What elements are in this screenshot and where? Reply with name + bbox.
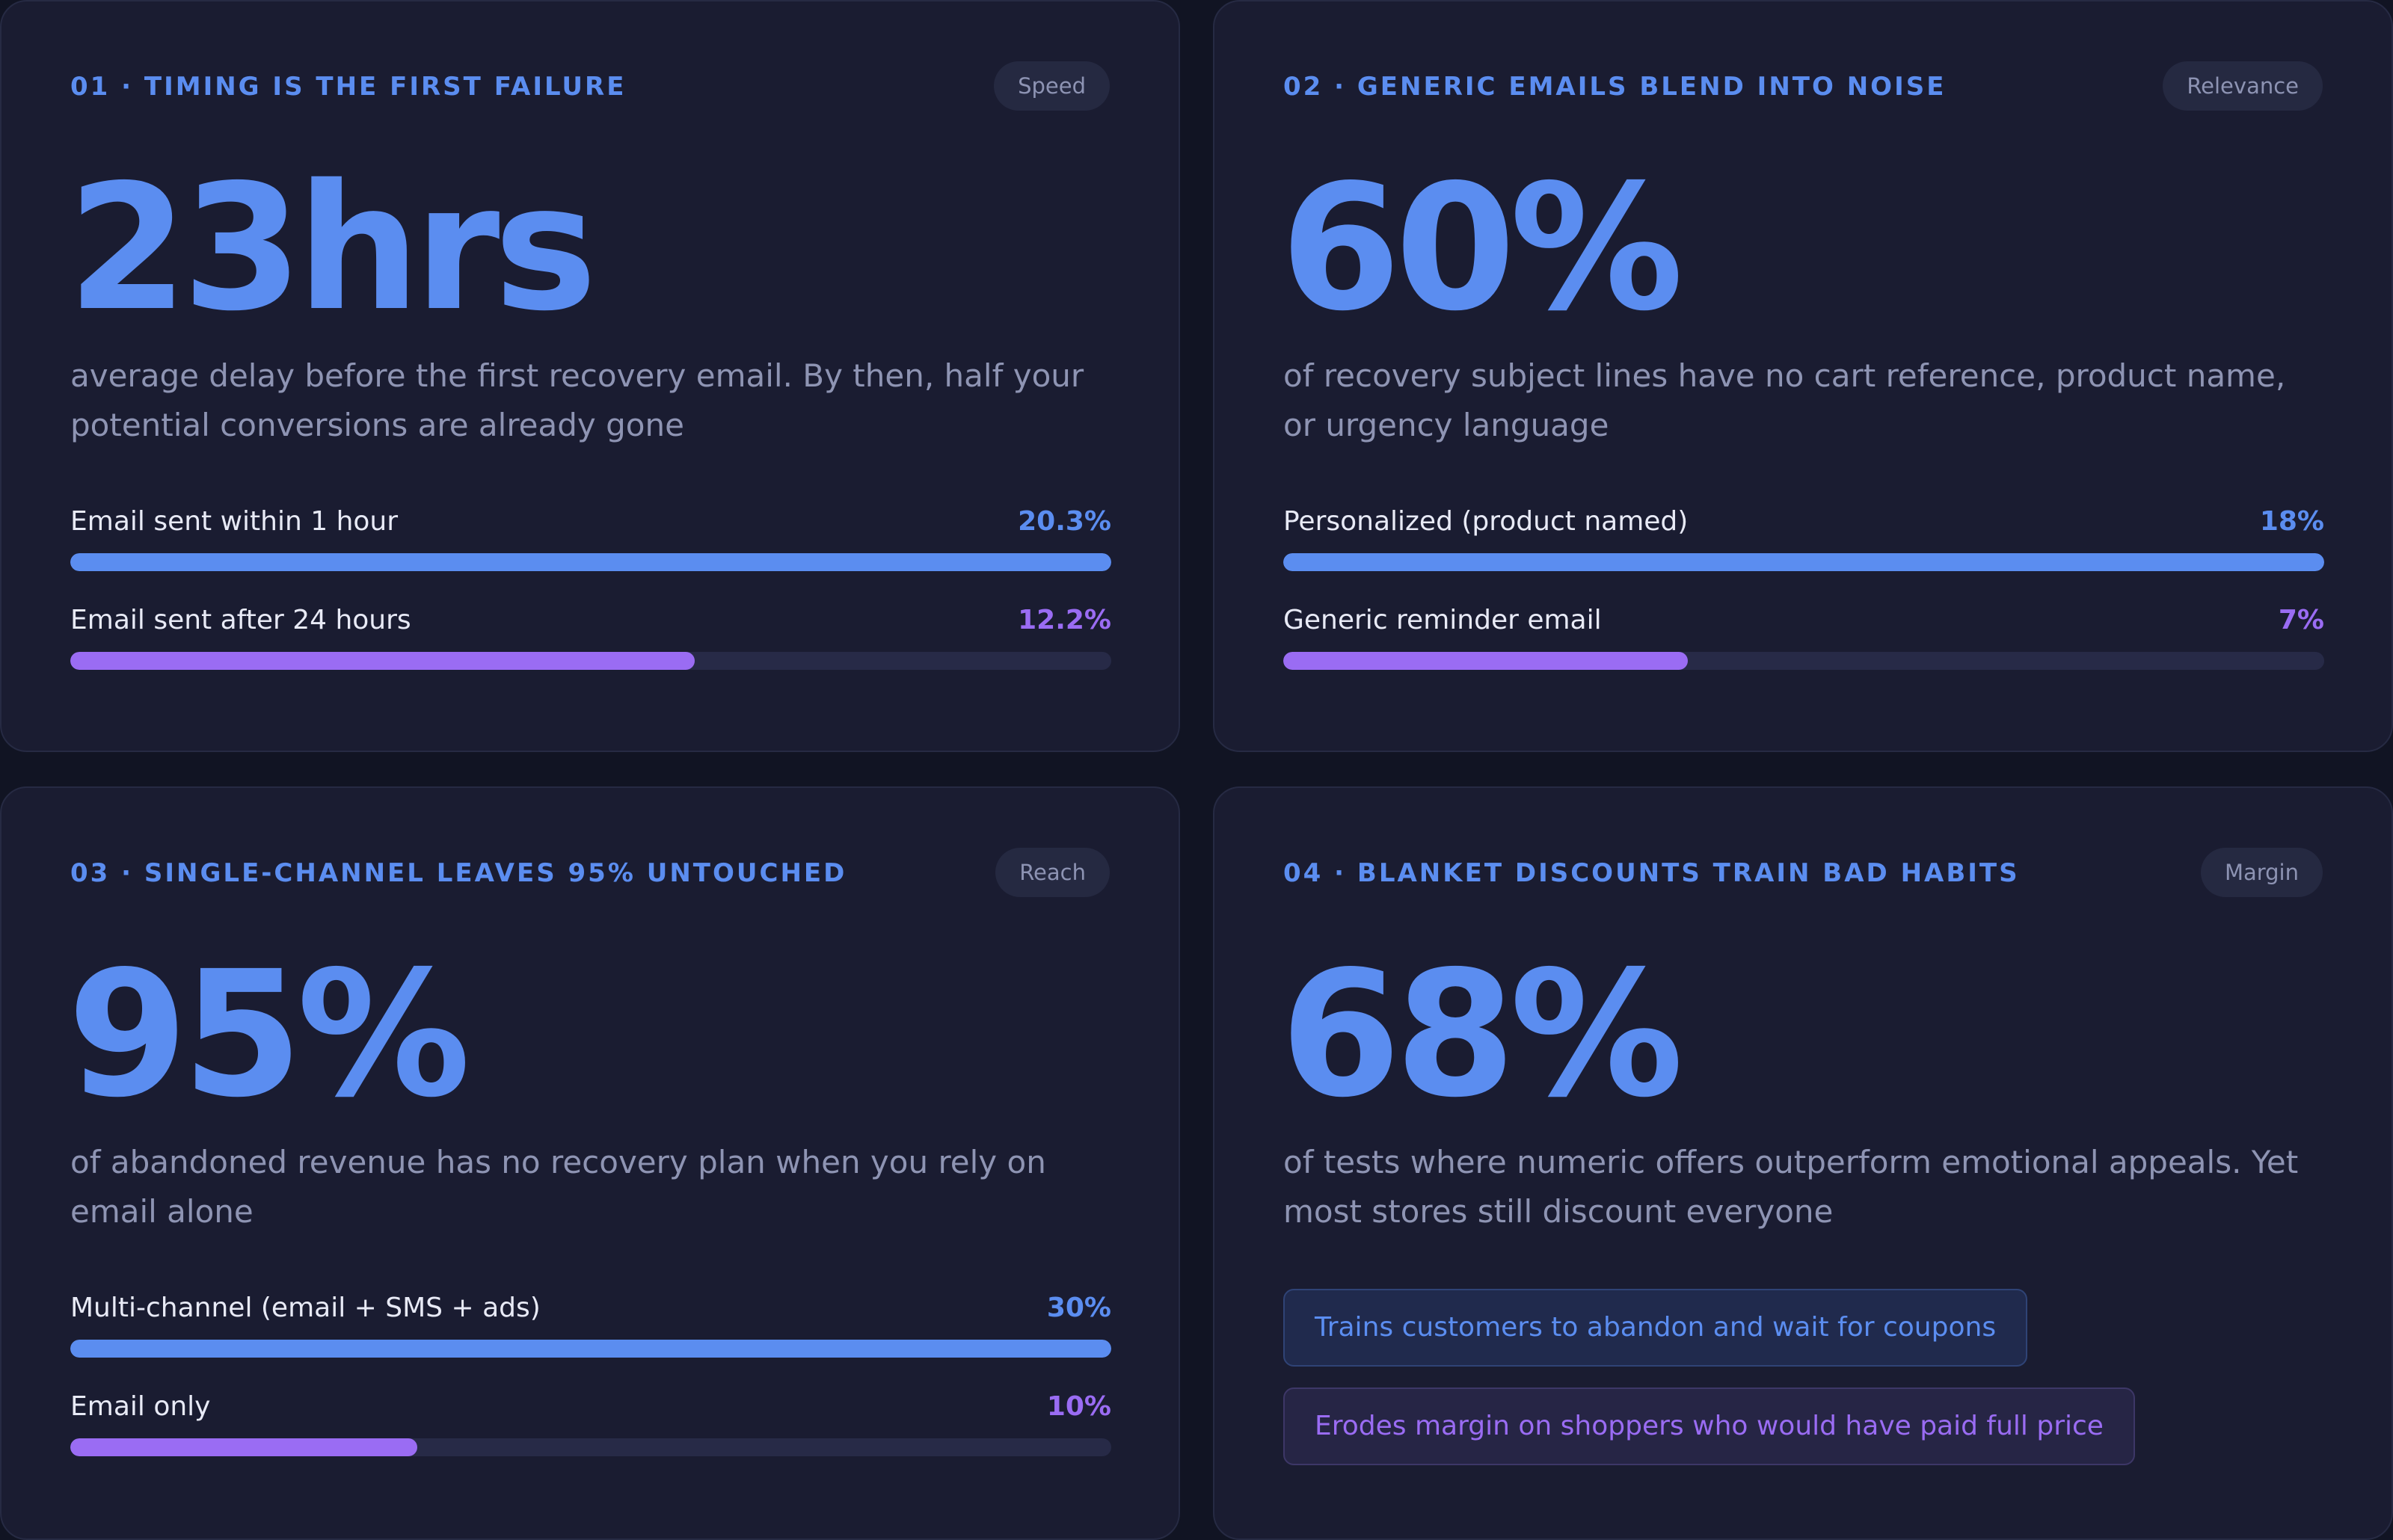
category-pill: Speed	[994, 61, 1110, 111]
category-pill: Reach	[995, 848, 1110, 897]
progress-value: 12.2%	[1018, 605, 1111, 635]
progress-label: Generic reminder email	[1283, 605, 1602, 635]
progress-row: Email sent within 1 hour 20.3%	[70, 505, 1111, 571]
progress-label: Email sent within 1 hour	[70, 506, 399, 537]
progress-row: Email sent after 24 hours 12.2%	[70, 604, 1111, 670]
progress-row: Personalized (product named) 18%	[1283, 505, 2324, 571]
progress-value: 10%	[1046, 1391, 1111, 1422]
progress-fill	[1283, 652, 1689, 670]
progress-row: Email only 10%	[70, 1390, 1111, 1456]
progress-row: Multi-channel (email + SMS + ads) 30%	[70, 1292, 1111, 1358]
progress-track	[70, 553, 1111, 571]
stat-description: of tests where numeric offers outperform…	[1283, 1144, 2299, 1230]
progress-fill	[70, 652, 695, 670]
consequence-tag: Erodes margin on shoppers who would have…	[1283, 1387, 2135, 1465]
card-eyebrow: 03 · SINGLE-CHANNEL LEAVES 95% UNTOUCHED	[70, 858, 847, 888]
big-stat: 60%	[1280, 147, 1683, 349]
big-stat: 68%	[1280, 934, 1683, 1136]
insight-card-reach: 03 · SINGLE-CHANNEL LEAVES 95% UNTOUCHED…	[0, 786, 1180, 1540]
consequence-tag: Trains customers to abandon and wait for…	[1283, 1289, 2028, 1367]
progress-label: Personalized (product named)	[1283, 506, 1689, 537]
progress-value: 30%	[1046, 1293, 1111, 1323]
insight-card-relevance: 02 · GENERIC EMAILS BLEND INTO NOISE Rel…	[1213, 0, 2393, 752]
progress-track	[1283, 553, 2324, 571]
progress-value: 20.3%	[1018, 506, 1111, 537]
stat-description: average delay before the first recovery …	[70, 357, 1084, 443]
progress-track	[70, 652, 1111, 670]
progress-fill	[70, 1340, 1111, 1358]
stat-description: of recovery subject lines have no cart r…	[1283, 357, 2286, 443]
progress-label: Email only	[70, 1391, 211, 1422]
category-pill: Margin	[2200, 848, 2323, 897]
progress-label: Multi-channel (email + SMS + ads)	[70, 1293, 541, 1323]
big-stat: 23hrs	[67, 147, 598, 349]
category-pill: Relevance	[2163, 61, 2323, 111]
progress-value: 18%	[2259, 506, 2324, 537]
progress-fill	[70, 553, 1111, 571]
card-eyebrow: 02 · GENERIC EMAILS BLEND INTO NOISE	[1283, 72, 1947, 102]
insight-card-timing: 01 · TIMING IS THE FIRST FAILURE Speed 2…	[0, 0, 1180, 752]
progress-fill	[70, 1438, 417, 1456]
progress-value: 7%	[2278, 605, 2324, 635]
card-eyebrow: 01 · TIMING IS THE FIRST FAILURE	[70, 72, 627, 102]
progress-label: Email sent after 24 hours	[70, 605, 411, 635]
stat-description: of abandoned revenue has no recovery pla…	[70, 1144, 1046, 1230]
progress-track	[1283, 652, 2324, 670]
progress-fill	[1283, 553, 2324, 571]
card-eyebrow: 04 · BLANKET DISCOUNTS TRAIN BAD HABITS	[1283, 858, 2020, 888]
progress-track	[70, 1340, 1111, 1358]
progress-track	[70, 1438, 1111, 1456]
big-stat: 95%	[67, 934, 470, 1136]
insight-card-margin: 04 · BLANKET DISCOUNTS TRAIN BAD HABITS …	[1213, 786, 2393, 1540]
progress-row: Generic reminder email 7%	[1283, 604, 2324, 670]
